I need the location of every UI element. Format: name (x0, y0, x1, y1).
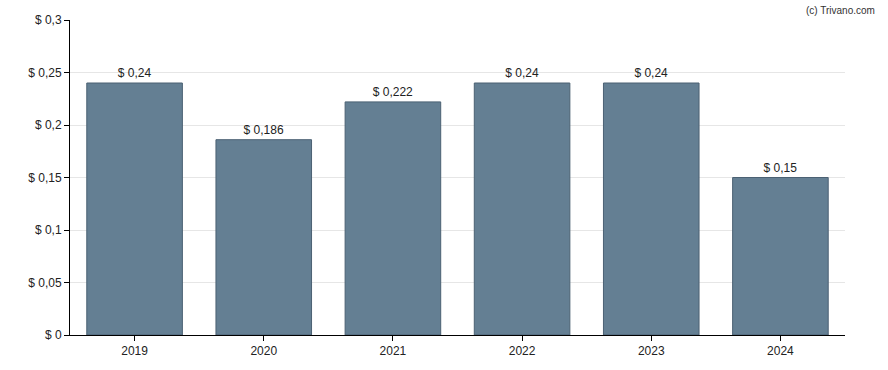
svg-text:$ 0,186: $ 0,186 (244, 123, 284, 137)
svg-text:2019: 2019 (121, 344, 148, 358)
svg-text:$ 0,15: $ 0,15 (28, 171, 62, 185)
svg-text:$ 0: $ 0 (45, 328, 62, 342)
svg-text:$ 0,05: $ 0,05 (28, 276, 62, 290)
svg-text:$ 0,1: $ 0,1 (35, 223, 62, 237)
svg-text:2022: 2022 (509, 344, 536, 358)
svg-text:$ 0,24: $ 0,24 (118, 66, 152, 80)
svg-text:2020: 2020 (250, 344, 277, 358)
svg-text:$ 0,222: $ 0,222 (373, 85, 413, 99)
svg-text:2024: 2024 (767, 344, 794, 358)
svg-text:2021: 2021 (380, 344, 407, 358)
svg-text:$ 0,3: $ 0,3 (35, 13, 62, 27)
svg-text:2023: 2023 (638, 344, 665, 358)
svg-text:$ 0,24: $ 0,24 (505, 66, 539, 80)
svg-text:(c) Trivano.com: (c) Trivano.com (806, 5, 875, 16)
svg-text:$ 0,25: $ 0,25 (28, 66, 62, 80)
svg-text:$ 0,2: $ 0,2 (35, 118, 62, 132)
svg-text:$ 0,24: $ 0,24 (634, 66, 668, 80)
svg-text:$ 0,15: $ 0,15 (764, 161, 798, 175)
